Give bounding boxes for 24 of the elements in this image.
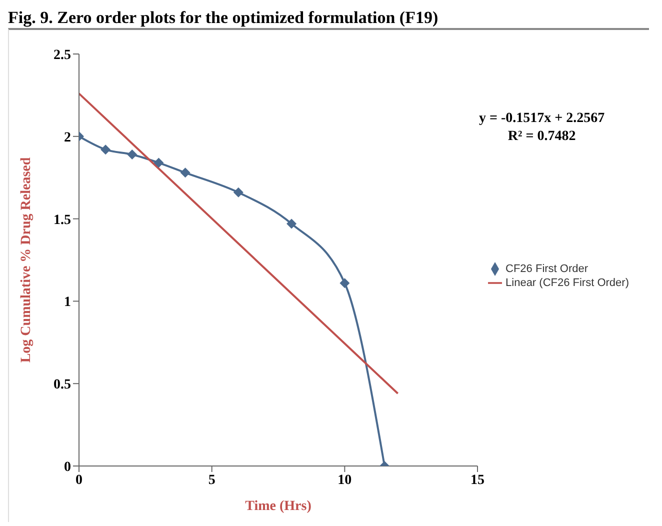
point	[100, 144, 111, 155]
x-tick-label: 5	[208, 472, 216, 488]
chart-title: Fig. 9. Zero order plots for the optimized formulation (F19)	[8, 8, 440, 28]
text: y = -0.1517x + 2.2567	[479, 110, 605, 128]
point	[286, 218, 297, 229]
text: R² = 0.7482	[506, 128, 577, 146]
point	[180, 168, 190, 178]
y-tick-label: 2.5	[54, 48, 71, 63]
point	[233, 187, 244, 198]
y-tick-label: 0	[64, 460, 71, 475]
x-tick-label: 15	[470, 472, 485, 488]
y-tick-label: 1.5	[54, 212, 71, 228]
point	[340, 278, 350, 288]
x-axis-title: Time (Hrs)	[245, 499, 312, 514]
point	[154, 158, 164, 168]
y-axis-title: Log Cumulative % Drug Released	[18, 157, 34, 363]
x-tick-label: 10	[338, 472, 352, 488]
x-tick-label: 0	[76, 472, 82, 488]
y-tick-label: 0.5	[54, 378, 71, 393]
legend-label: Linear (CF26 First Order)	[506, 276, 629, 289]
legend-label: CF26 First Order	[506, 262, 588, 275]
y-tick-label: 1	[64, 295, 71, 310]
point	[127, 150, 138, 160]
y-tick-label: 2	[64, 130, 71, 146]
